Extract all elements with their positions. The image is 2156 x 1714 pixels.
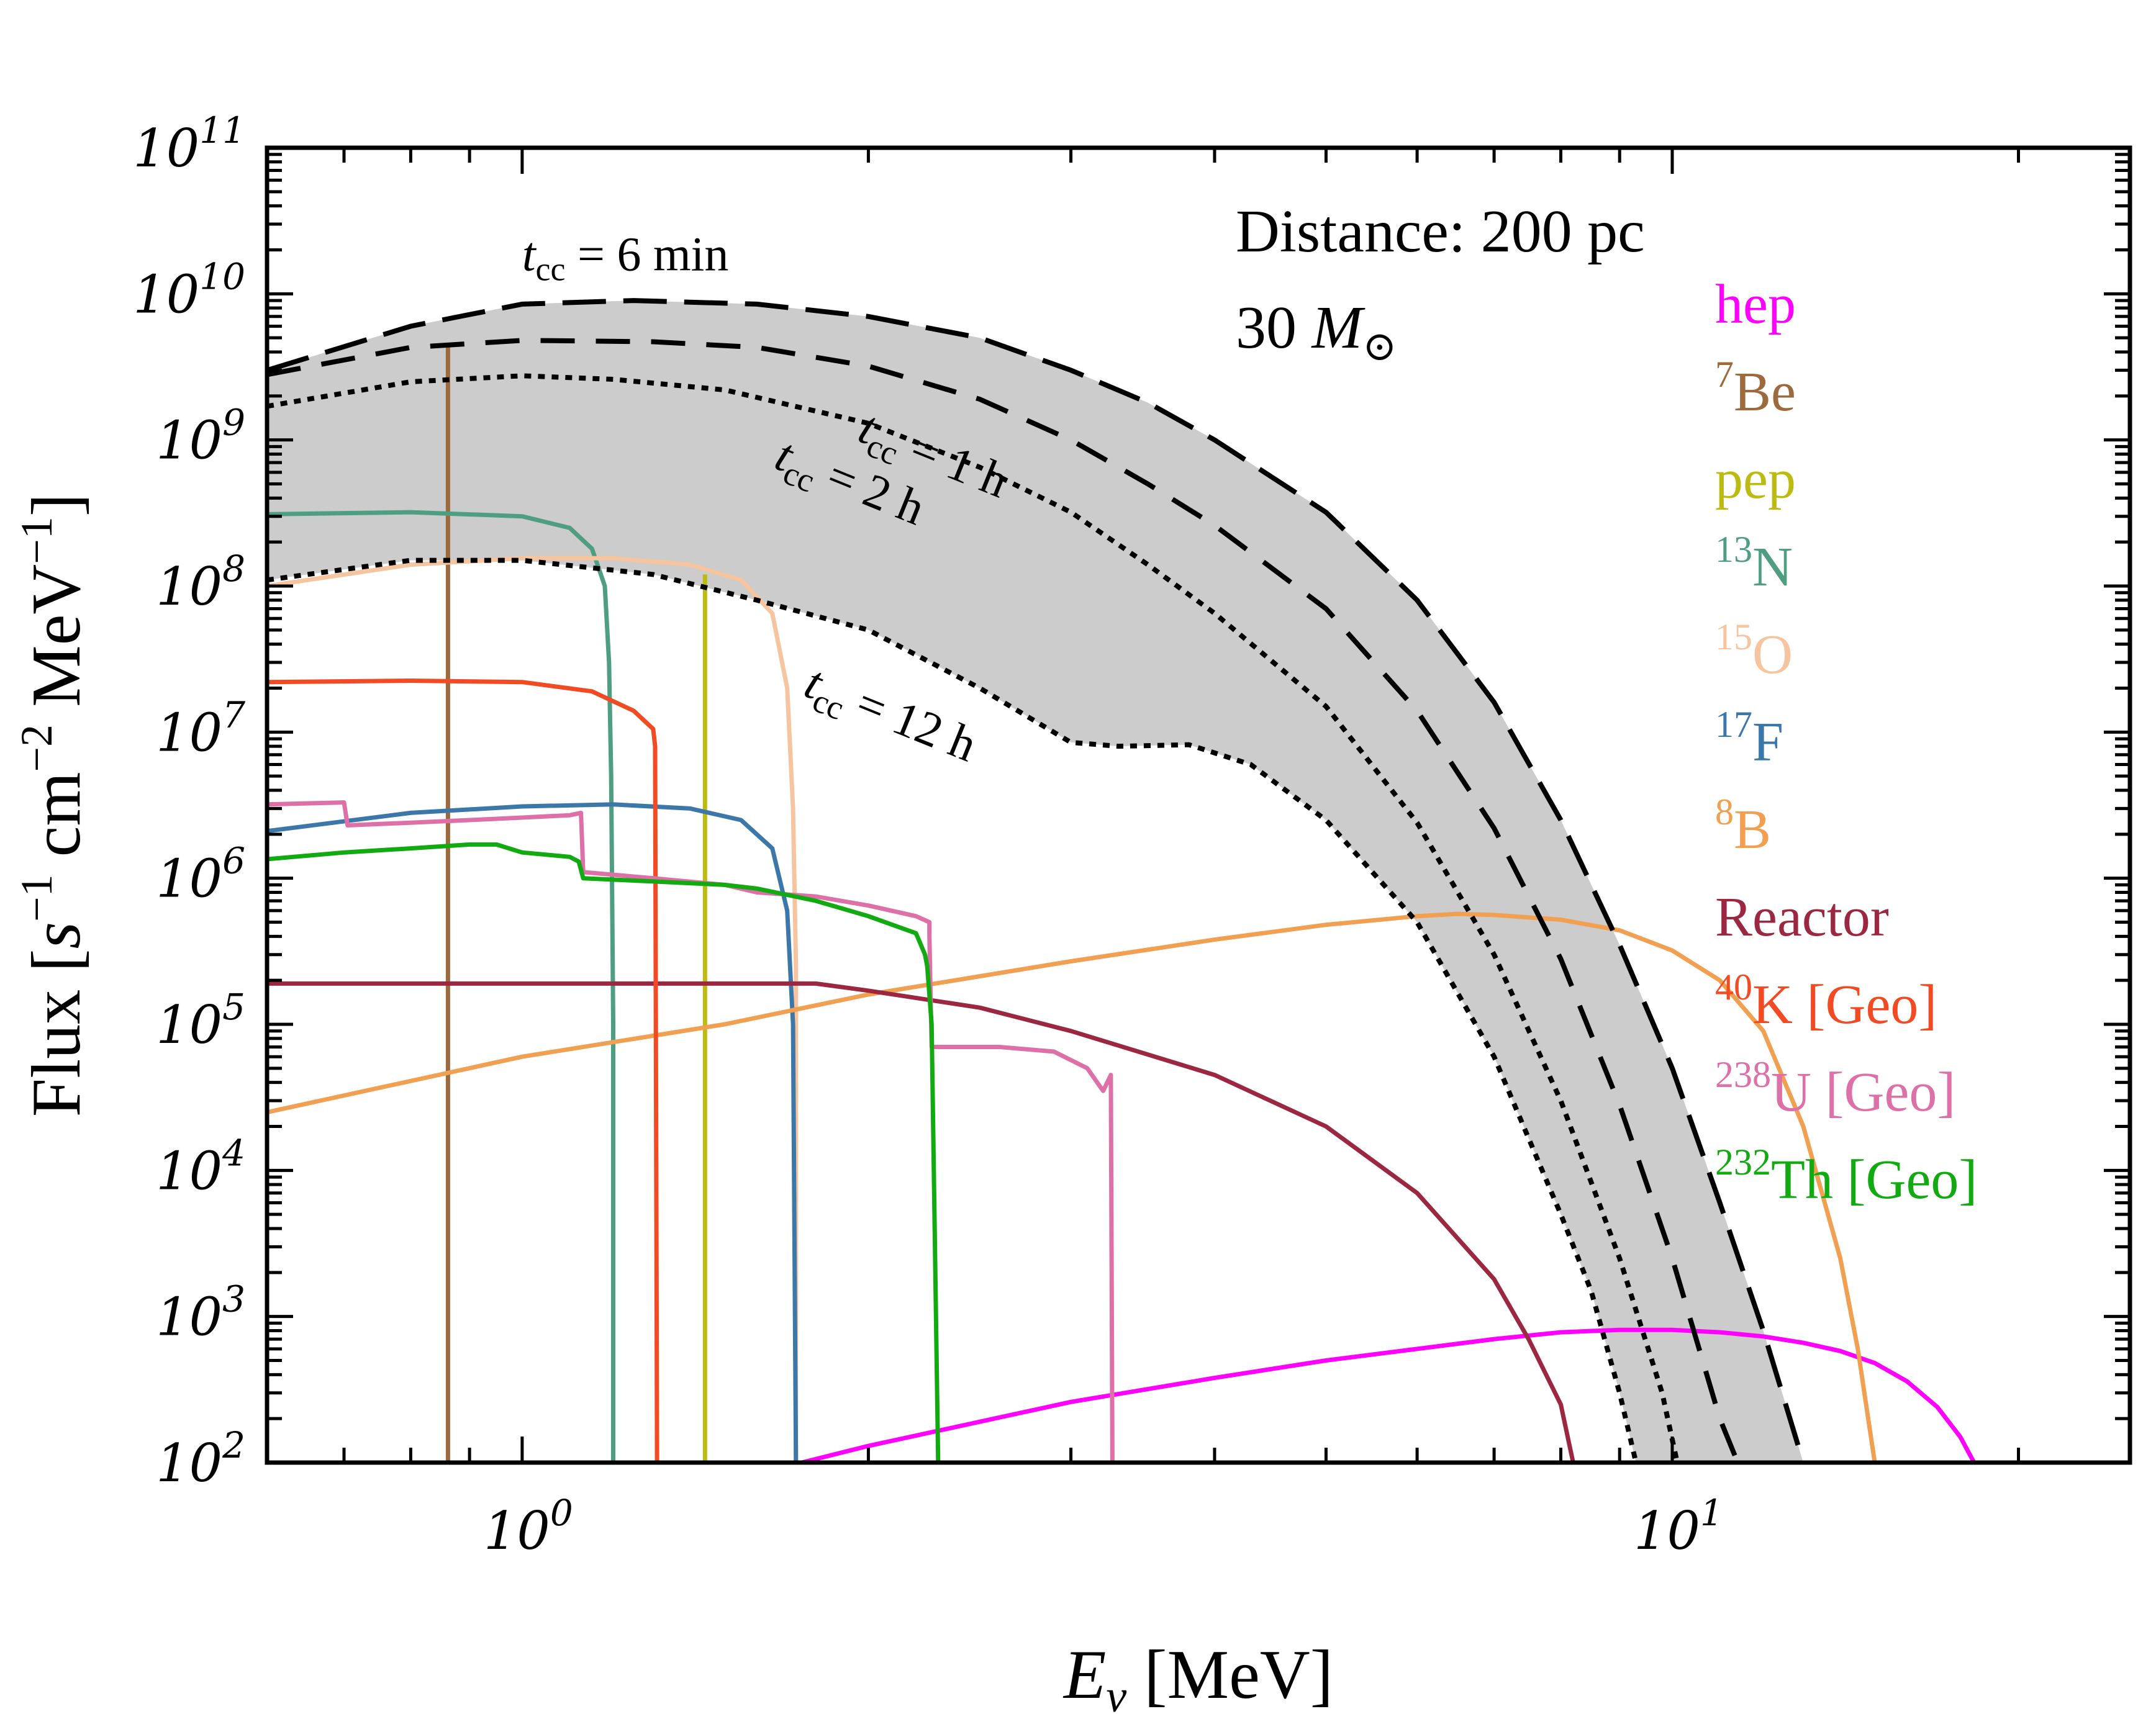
series-line-th232 [267,842,941,1463]
curve-label-1: tcc = 6 min [522,227,728,287]
x-tick-label: 101 [1634,1492,1723,1561]
y-tick-label: 1010 [133,255,245,325]
series-line-reactor [267,981,1575,1463]
y-tick-label: 105 [156,986,245,1055]
y-tick-label: 106 [156,840,245,909]
mass-label: 30 M⊙ [1236,294,1397,369]
y-tick-label: 103 [156,1278,245,1348]
tick-labels: 1011 1010 109 108 107 106 105 104 103 102 100 101 [133,109,1723,1561]
plot-area [267,298,1977,1463]
legend-entry: 40K [Geo] [1715,967,1937,1035]
y-tick-label: 1011 [133,109,245,179]
y-axis-label: Flux [s−1 cm−2 MeV−1] [12,494,95,1117]
legend-entry: 7Be [1715,354,1796,423]
series-line-f17 [267,802,799,1463]
series-line-k40 [267,679,659,1463]
legend-entry: pep [1715,449,1796,510]
presupernova-curve-2 [267,338,1741,1463]
legend-entry: 8B [1715,792,1771,860]
y-tick-label: 102 [156,1424,245,1494]
y-tick-label: 109 [156,402,245,471]
y-tick-label: 104 [156,1132,245,1201]
y-tick-label: 107 [156,693,245,763]
legend-entry: 13N [1715,529,1793,598]
axis-ticks [265,146,2130,1464]
x-axis-label: Eν [MeV] [1062,1636,1333,1714]
presupernova-curve-1 [267,298,1806,1463]
x-tick-label: 100 [484,1492,573,1561]
series-line-hep [801,1327,1977,1463]
legend-entry: Reactor [1715,886,1889,948]
legend-entry: 17F [1715,704,1783,773]
legend-entry: 15O [1715,616,1793,685]
presupernova-curve-3 [267,373,1680,1463]
y-tick-label: 108 [156,548,245,617]
legend-entry: 238U [Geo] [1715,1054,1955,1123]
distance-label: Distance: 200 pc [1236,198,1645,265]
series-line-b8 [267,911,1877,1463]
legend: hep 7Be pep 13N 15O 17F 8B Reactor 40K [Geo] 238U… [1715,274,1977,1211]
legend-entry: 232Th [Geo] [1715,1142,1977,1211]
legend-entry: hep [1715,274,1796,335]
plot-frame [265,145,2132,1465]
